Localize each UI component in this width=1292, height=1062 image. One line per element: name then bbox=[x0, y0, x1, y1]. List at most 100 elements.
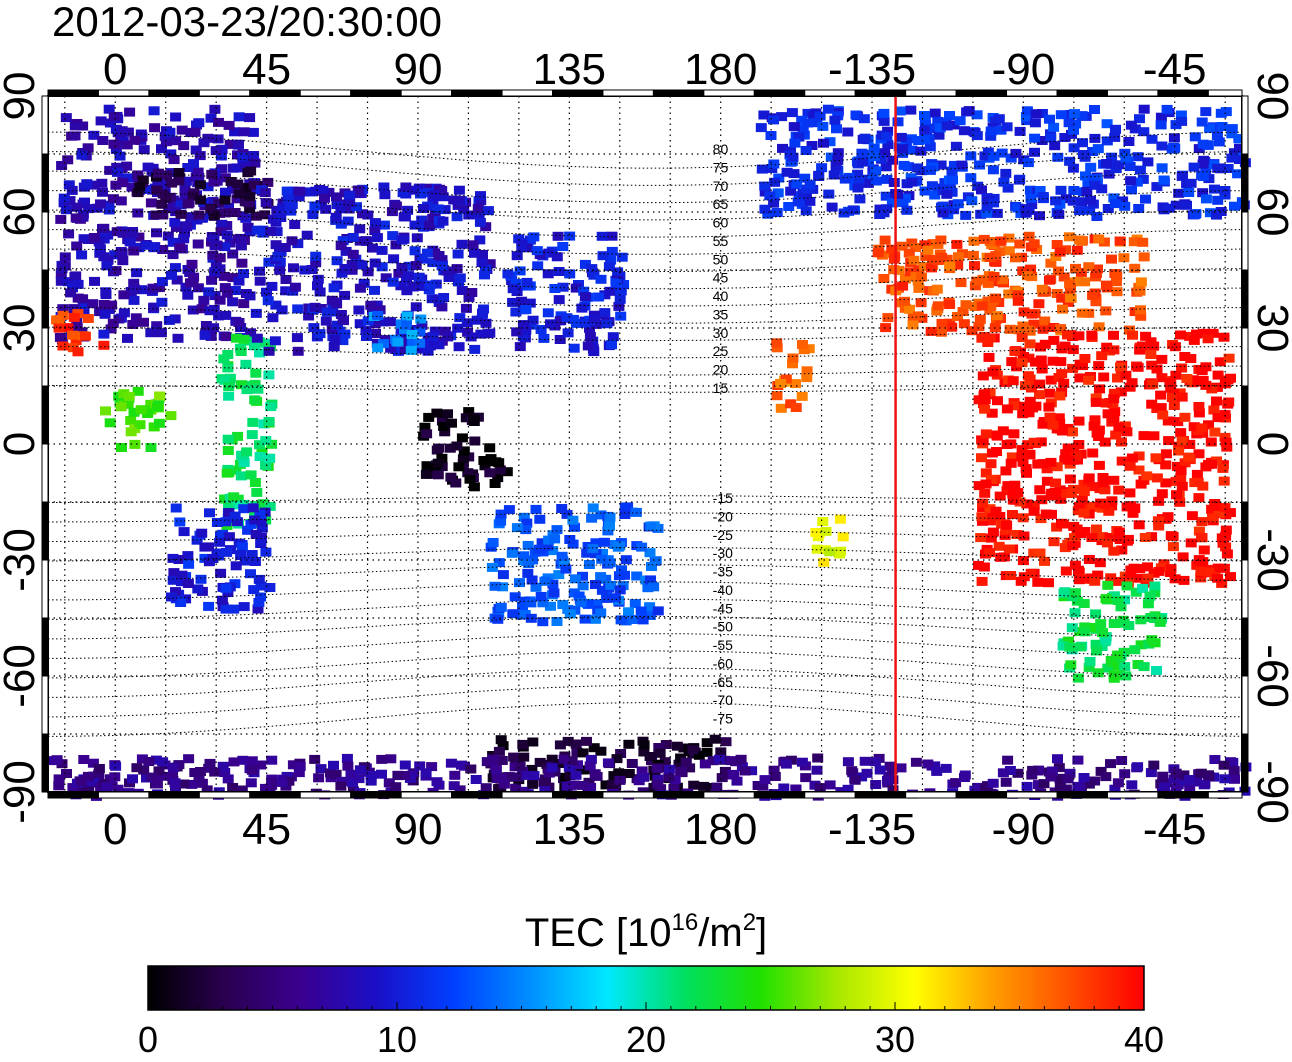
tec-cell bbox=[163, 315, 175, 325]
tec-cell bbox=[590, 549, 602, 559]
tec-cell bbox=[111, 227, 123, 237]
tec-cell bbox=[492, 614, 504, 624]
tec-cell bbox=[1071, 524, 1083, 534]
tec-cell bbox=[414, 761, 426, 771]
tec-cell bbox=[1008, 429, 1020, 439]
tec-cell bbox=[513, 234, 525, 244]
tec-cell bbox=[897, 281, 909, 291]
tec-cell bbox=[1146, 134, 1158, 144]
tec-cell bbox=[881, 204, 893, 214]
tec-cell bbox=[478, 456, 490, 465]
tec-cell bbox=[1135, 479, 1147, 489]
tec-cell bbox=[768, 159, 780, 169]
tec-cell bbox=[245, 778, 257, 788]
tec-cell bbox=[519, 610, 531, 619]
contour-line bbox=[47, 547, 1243, 562]
tec-cell bbox=[1064, 156, 1076, 166]
colorbar-label-part: /m bbox=[698, 911, 742, 955]
tec-cell bbox=[650, 556, 662, 566]
tec-cell bbox=[1156, 141, 1168, 151]
tec-cell bbox=[1213, 137, 1225, 147]
tec-cell bbox=[409, 220, 421, 230]
tec-cell bbox=[1191, 329, 1202, 339]
tec-cell bbox=[1140, 578, 1152, 588]
tec-cell bbox=[167, 575, 179, 585]
tec-cell bbox=[223, 532, 235, 542]
tec-cell bbox=[208, 211, 220, 221]
latitude-tick-label: -30 bbox=[0, 528, 44, 592]
tec-cell bbox=[1173, 441, 1185, 451]
tec-cell bbox=[1125, 176, 1137, 186]
tec-cell bbox=[110, 124, 122, 134]
tec-cell bbox=[990, 251, 1002, 261]
tec-cell bbox=[137, 175, 149, 185]
tec-cell bbox=[1129, 645, 1141, 655]
tec-cell bbox=[63, 180, 75, 190]
tec-cell bbox=[126, 182, 138, 192]
tec-cell bbox=[571, 747, 583, 757]
tec-cell bbox=[1091, 524, 1102, 534]
tec-cell bbox=[427, 258, 439, 268]
tec-cell bbox=[1075, 267, 1087, 277]
tec-cell bbox=[577, 748, 589, 758]
tec-cell bbox=[69, 272, 81, 282]
tec-cell bbox=[1024, 339, 1036, 349]
tec-cell bbox=[1053, 209, 1065, 219]
tec-cell bbox=[996, 148, 1008, 158]
tec-cell bbox=[76, 250, 88, 260]
tec-cell bbox=[472, 203, 484, 213]
tec-cell bbox=[63, 229, 75, 239]
tec-cell bbox=[1211, 210, 1222, 220]
tec-cell bbox=[170, 136, 182, 146]
tec-cell bbox=[309, 302, 321, 312]
tec-cell bbox=[1076, 308, 1088, 318]
tec-cell bbox=[1076, 111, 1088, 121]
tec-cell bbox=[309, 754, 321, 764]
tec-cell bbox=[143, 757, 155, 766]
tec-cell bbox=[427, 196, 439, 206]
tec-cell bbox=[1195, 768, 1207, 778]
tec-cell bbox=[213, 117, 224, 127]
tec-cell bbox=[233, 189, 245, 199]
contour-line bbox=[48, 326, 1243, 342]
tec-cell bbox=[248, 585, 260, 595]
tec-cell bbox=[1069, 560, 1081, 570]
tec-cell bbox=[1196, 117, 1208, 127]
tec-cell bbox=[919, 111, 930, 120]
tec-cell bbox=[520, 525, 532, 535]
tec-cell bbox=[1151, 182, 1163, 192]
tec-cell bbox=[971, 131, 983, 141]
tec-cell bbox=[985, 459, 997, 469]
tec-cell bbox=[817, 517, 829, 526]
tec-cell bbox=[787, 353, 799, 363]
tec-cell bbox=[1218, 476, 1230, 486]
tec-cell bbox=[1006, 357, 1018, 367]
tec-cell bbox=[542, 308, 554, 318]
tec-cell bbox=[286, 200, 298, 209]
tec-cell bbox=[818, 138, 829, 148]
tec-cell bbox=[528, 232, 540, 242]
tec-cell bbox=[442, 332, 454, 342]
tec-cell bbox=[157, 757, 169, 767]
contour-line bbox=[48, 581, 1243, 601]
tec-cell bbox=[1139, 533, 1151, 542]
tec-cell bbox=[707, 756, 719, 766]
tec-cell bbox=[538, 777, 550, 787]
tec-cell bbox=[312, 274, 324, 284]
axis-band-segment bbox=[501, 791, 554, 799]
tec-cell bbox=[1027, 765, 1039, 775]
tec-cell bbox=[645, 521, 657, 531]
tec-cell bbox=[899, 274, 911, 284]
latitude-tick-label: 60 bbox=[0, 188, 44, 237]
tec-cell bbox=[401, 286, 413, 296]
tec-cell bbox=[887, 155, 899, 165]
tec-cell bbox=[403, 261, 415, 271]
tec-cell bbox=[992, 396, 1003, 406]
tec-cell bbox=[976, 453, 987, 463]
tec-cell bbox=[551, 252, 563, 262]
tec-cell bbox=[1113, 485, 1125, 495]
tec-cell bbox=[969, 302, 981, 311]
tec-cell bbox=[576, 303, 588, 313]
tec-cell bbox=[145, 198, 157, 208]
tec-cell bbox=[490, 762, 502, 772]
